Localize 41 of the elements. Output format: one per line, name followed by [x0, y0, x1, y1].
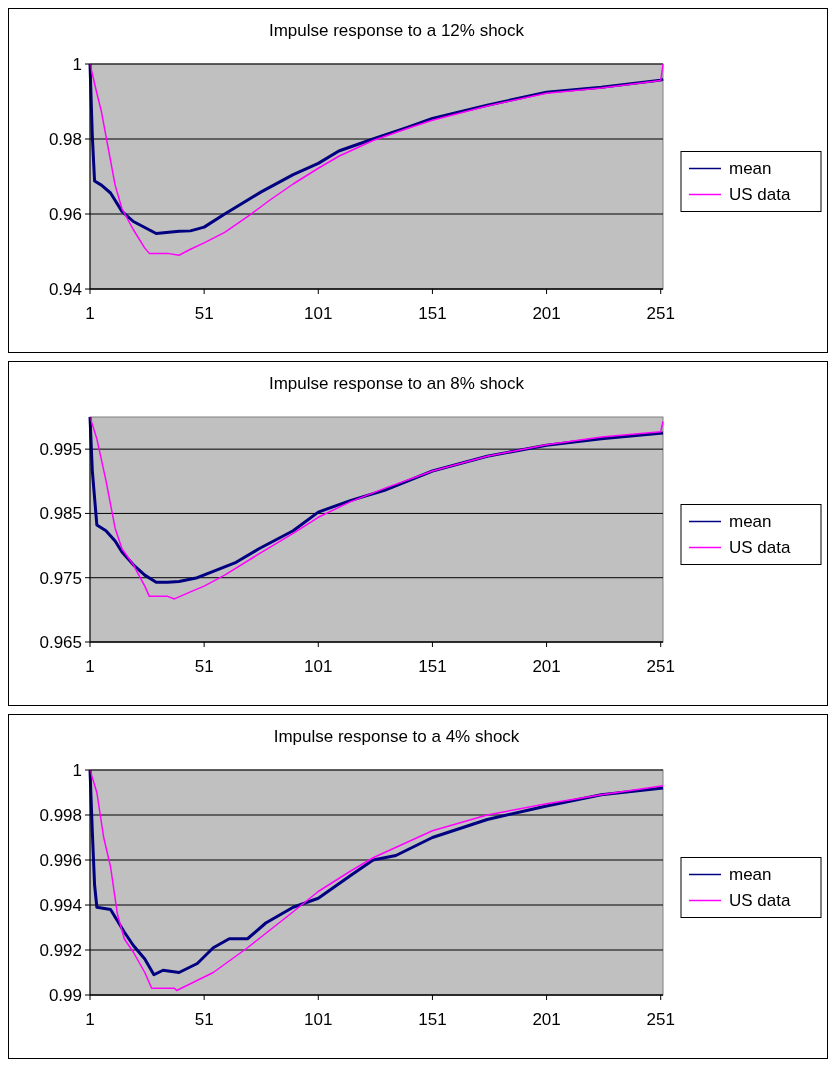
- x-tick-label: 251: [646, 304, 675, 323]
- y-tick-label: 0.975: [39, 568, 82, 588]
- x-tick-label: 151: [418, 657, 447, 676]
- x-tick-label: 101: [304, 657, 333, 676]
- y-tick-label: 0.998: [39, 805, 82, 825]
- x-tick-label: 151: [418, 1010, 447, 1029]
- x-tick-label: 1: [85, 657, 95, 676]
- legend-label: mean: [729, 512, 772, 532]
- legend-label: US data: [729, 891, 791, 911]
- legend-label: mean: [729, 159, 772, 179]
- y-tick-label: 0.985: [39, 504, 82, 524]
- x-tick-label: 201: [532, 657, 561, 676]
- chart-title: Impulse response to an 8% shock: [268, 374, 525, 393]
- x-tick-label: 251: [646, 657, 675, 676]
- y-tick-label: 0.98: [48, 129, 82, 149]
- y-tick-label: 0.996: [39, 850, 82, 870]
- chart-title: Impulse response to a 12% shock: [268, 21, 525, 40]
- y-tick-label: 0.99: [48, 985, 82, 1005]
- y-tick-label: 0.992: [39, 940, 82, 960]
- x-tick-label: 1: [85, 304, 95, 323]
- y-tick-label: 0.995: [39, 440, 82, 460]
- x-tick-label: 51: [194, 304, 214, 323]
- x-tick-label: 1: [85, 1010, 95, 1029]
- x-tick-label: 251: [646, 1010, 675, 1029]
- x-tick-label: 51: [194, 1010, 214, 1029]
- y-tick-label: 1: [72, 760, 82, 780]
- y-tick-label: 1: [72, 54, 82, 74]
- x-tick-label: 151: [418, 304, 447, 323]
- x-tick-label: 201: [532, 1010, 561, 1029]
- x-tick-label: 51: [194, 657, 214, 676]
- chart-title: Impulse response to a 4% shock: [273, 727, 520, 746]
- x-tick-label: 101: [304, 1010, 333, 1029]
- legend-label: mean: [729, 865, 772, 885]
- legend-label: US data: [729, 185, 791, 205]
- x-tick-label: 201: [532, 304, 561, 323]
- y-tick-label: 0.96: [48, 204, 82, 224]
- x-tick-label: 101: [304, 304, 333, 323]
- y-tick-label: 0.994: [39, 895, 82, 915]
- legend-label: US data: [729, 538, 791, 558]
- y-tick-label: 0.965: [39, 632, 82, 652]
- y-tick-label: 0.94: [48, 279, 82, 299]
